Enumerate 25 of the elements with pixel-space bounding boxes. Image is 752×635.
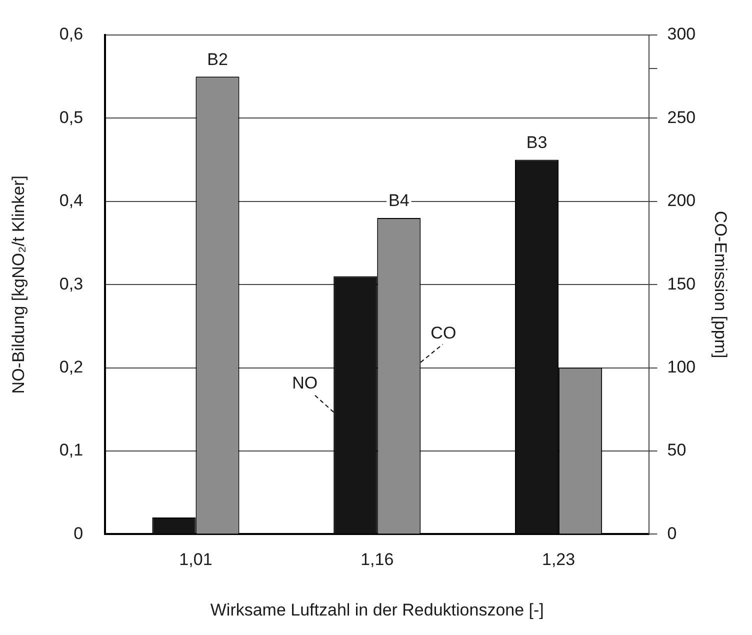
- x-tick-label: 1,16: [360, 550, 394, 570]
- x-tick-label: 1,23: [542, 550, 576, 570]
- y-tick-label: 0,3: [59, 274, 84, 294]
- y-tick-label: 0: [74, 524, 84, 543]
- y-tick-label: 0,6: [59, 24, 84, 44]
- x-axis-title: Wirksame Luftzahl in der Reduktionszone [-]: [210, 600, 544, 620]
- y2-tick-label: 0: [667, 524, 677, 543]
- y2-tick-label: 200: [667, 191, 696, 210]
- y2-tick-label: 100: [667, 357, 696, 376]
- y-tick-label: 0,2: [59, 357, 84, 376]
- annotation: B3: [526, 132, 548, 152]
- x-tick-label: 1,01: [179, 550, 212, 570]
- y2-tick-label: 250: [667, 108, 696, 127]
- y-axis-title: NO-Bildung [kgNO₂/t Klinker]: [8, 175, 28, 394]
- series-label: CO: [430, 323, 456, 342]
- y2-axis-title: CO-Emission [ppm]: [711, 210, 730, 358]
- y-tick-label: 0,5: [59, 108, 84, 127]
- annotation: B2: [207, 50, 228, 69]
- series-label: NO: [292, 373, 318, 392]
- annotation: B4: [388, 191, 410, 210]
- y2-tick-label: 50: [667, 440, 686, 460]
- y-tick-label: 0,1: [59, 440, 84, 460]
- y2-tick-label: 300: [667, 24, 696, 44]
- y-tick-label: 0,4: [59, 191, 84, 210]
- y2-tick-label: 150: [667, 274, 696, 294]
